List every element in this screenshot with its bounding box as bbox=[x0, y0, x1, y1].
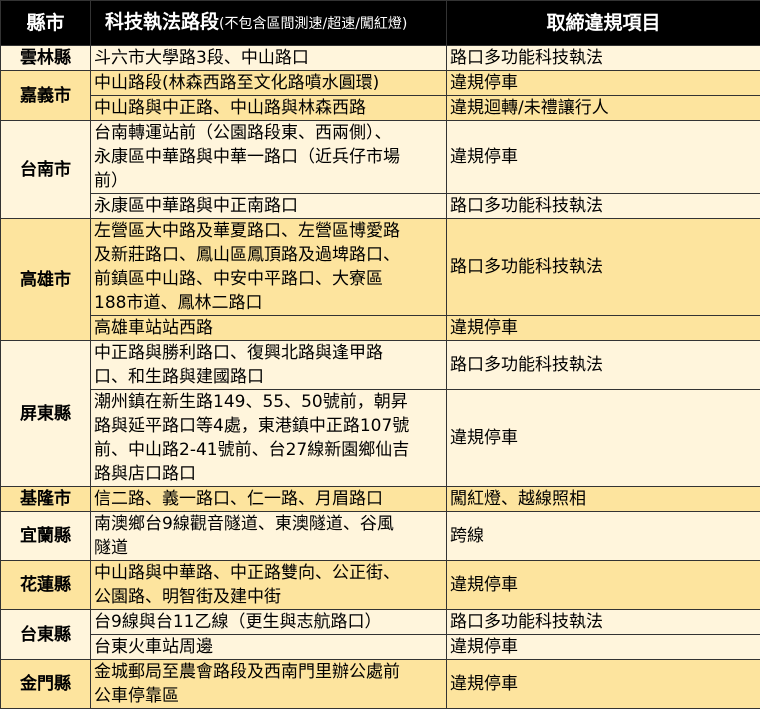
section-line: 前鎮區中山路、中安中平路口、大寮區 bbox=[94, 269, 383, 289]
violation-cell: 闖紅燈、越線照相 bbox=[446, 486, 760, 512]
section-line: 中正路與勝利路口、復興北路與逢甲路 bbox=[94, 343, 383, 363]
violation-cell: 違規迴轉/未禮讓行人 bbox=[446, 95, 760, 121]
section-cell: 台南轉運站前（公園路段東、西兩側）、 永康區中華路與中華一路口（近兵仔市場 前） bbox=[90, 120, 447, 194]
section-line: 及新莊路口、鳳山區鳳頂路及過埤路口、 bbox=[94, 245, 400, 265]
table-row: 台東火車站周邊 違規停車 bbox=[1, 634, 760, 660]
section-cell: 信二路、義一路口、仁一路、月眉路口 bbox=[90, 486, 447, 512]
section-cell: 南澳鄉台9線觀音隧道、東澳隧道、谷風 隧道 bbox=[90, 511, 447, 561]
header-section-note: (不包含區間測速/超速/闖紅燈) bbox=[219, 16, 408, 32]
county-cell: 嘉義市 bbox=[0, 70, 91, 121]
header-county: 縣市 bbox=[0, 0, 91, 46]
table-row: 基隆市 信二路、義一路口、仁一路、月眉路口 闖紅燈、越線照相 bbox=[0, 486, 760, 512]
section-line: 高雄車站站西路 bbox=[94, 318, 213, 338]
violation-cell: 跨線 bbox=[446, 511, 760, 561]
section-line: 南澳鄉台9線觀音隧道、東澳隧道、谷風 bbox=[94, 514, 394, 534]
violation-cell: 違規停車 bbox=[446, 389, 760, 487]
section-cell: 台東火車站周邊 bbox=[90, 634, 447, 660]
table-row: 雲林縣 斗六市大學路3段、中山路口 路口多功能科技執法 bbox=[0, 45, 760, 71]
section-cell: 中正路與勝利路口、復興北路與逢甲路 口、和生路與建國路口 bbox=[90, 340, 447, 390]
section-line: 公車停靠區 bbox=[94, 686, 179, 706]
section-line: 中山路與中華路、中正路雙向、公正街、 bbox=[94, 563, 400, 583]
county-cell: 雲林縣 bbox=[0, 45, 91, 71]
section-line: 台東火車站周邊 bbox=[94, 637, 213, 657]
section-line: 路與延平路口等4處，東港鎮中正路107號 bbox=[94, 416, 410, 436]
section-line: 188市道、鳳林二路口 bbox=[94, 293, 263, 313]
section-line: 口、和生路與建國路口 bbox=[94, 367, 264, 387]
section-cell: 中山路段(林森西路至文化路噴水圓環) bbox=[90, 70, 447, 96]
county-cell: 宜蘭縣 bbox=[0, 511, 91, 561]
section-line: 永康區中華路與中正南路口 bbox=[94, 196, 298, 216]
section-cell: 台9線與台11乙線（更生與志航路口） bbox=[90, 609, 447, 635]
table-body: 雲林縣 斗六市大學路3段、中山路口 路口多功能科技執法 嘉義市 中山路段(林森西路至文化… bbox=[0, 45, 760, 709]
section-line: 永康區中華路與中華一路口（近兵仔市場 bbox=[94, 147, 400, 167]
section-line: 金城郵局至農會路段及西南門里辦公處前 bbox=[94, 662, 400, 682]
section-line: 中山路段(林森西路至文化路噴水圓環) bbox=[94, 73, 380, 93]
table-row: 台東縣 台9線與台11乙線（更生與志航路口） 路口多功能科技執法 bbox=[0, 609, 760, 660]
header-row: 縣市 科技執法路段(不包含區間測速/超速/闖紅燈) 取締違規項目 bbox=[0, 0, 760, 46]
county-cell: 基隆市 bbox=[0, 486, 91, 512]
table-row: 台南市 台南轉運站前（公園路段東、西兩側）、 永康區中華路與中華一路口（近兵仔市場前… bbox=[0, 120, 760, 219]
section-cell: 潮州鎮在新生路149、55、50號前，朝昇 路與延平路口等4處，東港鎮中正路107… bbox=[90, 389, 447, 487]
section-line: 左營區大中路及華夏路口、左營區博愛路 bbox=[94, 221, 400, 241]
section-line: 潮州鎮在新生路149、55、50號前，朝昇 bbox=[94, 392, 408, 412]
violation-cell: 違規停車 bbox=[446, 659, 760, 709]
table-row: 永康區中華路與中正南路口 路口多功能科技執法 bbox=[1, 193, 760, 219]
header-violation: 取締違規項目 bbox=[446, 0, 760, 46]
section-line: 台南轉運站前（公園路段東、西兩側）、 bbox=[94, 123, 392, 143]
county-cell: 台東縣 bbox=[0, 609, 91, 660]
section-line: 前、中山路2-41號前、台27線新園鄉仙吉 bbox=[94, 440, 410, 460]
section-line: 台9線與台11乙線（更生與志航路口） bbox=[94, 612, 382, 632]
table-row: 潮州鎮在新生路149、55、50號前，朝昇 路與延平路口等4處，東港鎮中正路107… bbox=[1, 389, 760, 487]
table-row: 嘉義市 中山路段(林森西路至文化路噴水圓環) 違規停車 bbox=[0, 70, 760, 121]
section-cell: 中山路與中正路、中山路與林森西路 bbox=[90, 95, 447, 121]
county-cell: 台南市 bbox=[0, 120, 91, 219]
violation-cell: 違規停車 bbox=[446, 634, 760, 660]
violation-cell: 違規停車 bbox=[446, 560, 760, 610]
section-cell: 金城郵局至農會路段及西南門里辦公處前 公車停靠區 bbox=[90, 659, 447, 709]
violation-cell: 路口多功能科技執法 bbox=[446, 218, 760, 316]
table-row: 宜蘭縣 南澳鄉台9線觀音隧道、東澳隧道、谷風 隧道 跨線 bbox=[0, 511, 760, 561]
violation-cell: 路口多功能科技執法 bbox=[446, 609, 760, 635]
section-cell: 斗六市大學路3段、中山路口 bbox=[90, 45, 447, 71]
section-line: 公園路、明智街及建中街 bbox=[94, 587, 281, 607]
county-cell: 屏東縣 bbox=[0, 340, 91, 487]
county-cell: 花蓮縣 bbox=[0, 560, 91, 610]
section-line: 路與店口路口 bbox=[94, 464, 196, 484]
section-line: 中山路與中正路、中山路與林森西路 bbox=[94, 98, 366, 118]
section-line: 隧道 bbox=[94, 538, 128, 558]
section-cell: 永康區中華路與中正南路口 bbox=[90, 193, 447, 219]
table-row: 花蓮縣 中山路與中華路、中正路雙向、公正街、 公園路、明智街及建中街 違規停車 bbox=[0, 560, 760, 610]
violation-cell: 違規停車 bbox=[446, 315, 760, 341]
violation-cell: 路口多功能科技執法 bbox=[446, 340, 760, 390]
header-section: 科技執法路段(不包含區間測速/超速/闖紅燈) bbox=[90, 0, 447, 46]
section-cell: 中山路與中華路、中正路雙向、公正街、 公園路、明智街及建中街 bbox=[90, 560, 447, 610]
county-cell: 金門縣 bbox=[0, 659, 91, 709]
violation-cell: 路口多功能科技執法 bbox=[446, 193, 760, 219]
header-section-title: 科技執法路段 bbox=[105, 11, 220, 33]
table-row: 高雄市 左營區大中路及華夏路口、左營區博愛路 及新莊路口、鳳山區鳳頂路及過埤路口、前… bbox=[0, 218, 760, 341]
violation-cell: 違規停車 bbox=[446, 70, 760, 96]
section-line: 信二路、義一路口、仁一路、月眉路口 bbox=[94, 489, 383, 509]
section-line: 斗六市大學路3段、中山路口 bbox=[94, 48, 309, 68]
table-row: 屏東縣 中正路與勝利路口、復興北路與逢甲路 口、和生路與建國路口 路口多功能科技執法 bbox=[0, 340, 760, 487]
violation-cell: 違規停車 bbox=[446, 120, 760, 194]
violation-cell: 路口多功能科技執法 bbox=[446, 45, 760, 71]
table-row: 金門縣 金城郵局至農會路段及西南門里辦公處前 公車停靠區 違規停車 bbox=[0, 659, 760, 709]
table-row: 中山路與中正路、中山路與林森西路 違規迴轉/未禮讓行人 bbox=[1, 95, 760, 121]
section-cell: 左營區大中路及華夏路口、左營區博愛路 及新莊路口、鳳山區鳳頂路及過埤路口、 前鎮區中… bbox=[90, 218, 447, 316]
section-line: 前） bbox=[94, 171, 128, 191]
section-cell: 高雄車站站西路 bbox=[90, 315, 447, 341]
county-cell: 高雄市 bbox=[0, 218, 91, 341]
table-row: 高雄車站站西路 違規停車 bbox=[1, 315, 760, 341]
